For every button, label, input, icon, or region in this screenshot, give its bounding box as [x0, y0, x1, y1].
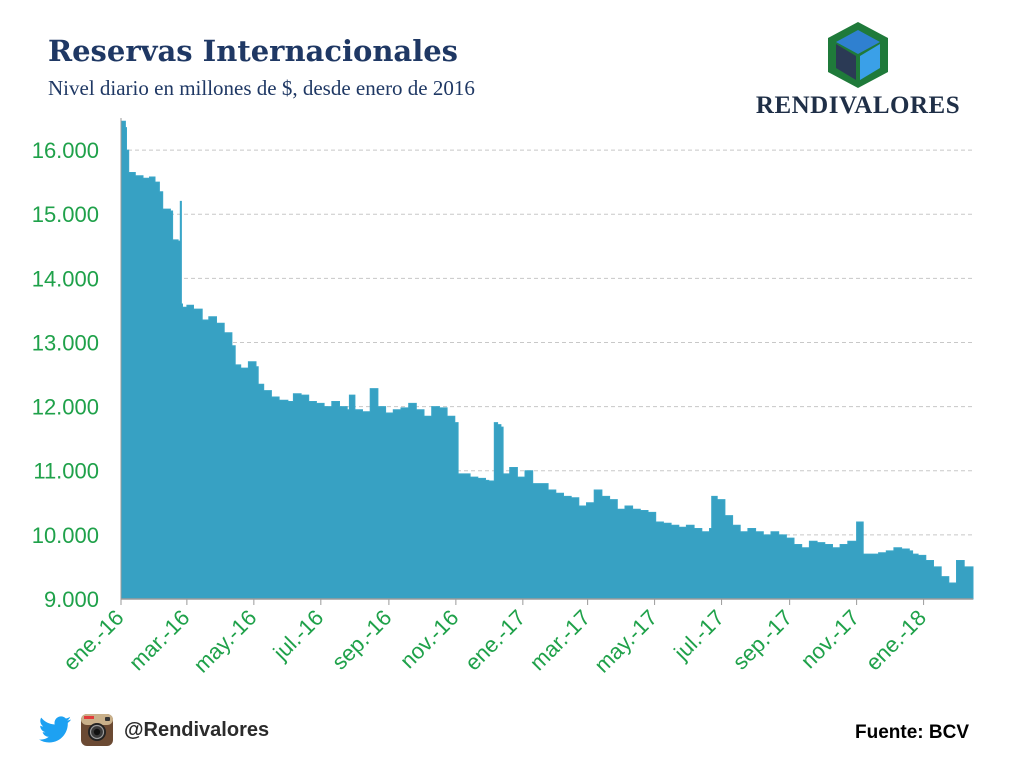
y-tick-label: 11.000 [33, 459, 99, 484]
data-source: Fuente: BCV [855, 722, 969, 743]
brand-name: RENDIVALORES [755, 92, 961, 119]
area-chart: 9.000 10.000 11.000 12.000 13.000 14.000 15.00… [32, 118, 974, 678]
y-tick-label: 13.000 [32, 330, 99, 355]
x-tick-label: sep.-17 [728, 605, 798, 675]
area-series [120, 120, 974, 600]
cube-icon [828, 22, 888, 88]
x-tick-label: mar.-16 [124, 605, 194, 675]
x-tick-label: mar.-17 [525, 605, 595, 675]
y-tick-label: 9.000 [44, 587, 99, 612]
chart-title: Reservas Internacionales [48, 34, 459, 68]
instagram-icon[interactable] [80, 713, 114, 747]
social-footer: @Rendivalores [38, 712, 269, 748]
rendivalores-logo: RENDIVALORES [746, 20, 970, 120]
social-handle[interactable]: @Rendivalores [124, 718, 270, 741]
y-tick-label: 16.000 [32, 138, 99, 163]
x-tick-label: jul.-17 [668, 605, 729, 666]
x-tick-label: ene.-17 [460, 605, 530, 675]
y-tick-label: 12.000 [32, 395, 99, 420]
chart-subtitle: Nivel diario en millones de $, desde ene… [48, 76, 475, 100]
x-tick-label: ene.-16 [58, 605, 128, 675]
y-tick-label: 15.000 [32, 202, 99, 227]
x-tick-label: nov.-17 [796, 605, 864, 673]
twitter-icon[interactable] [38, 716, 72, 744]
x-tick-label: may.-16 [189, 605, 262, 678]
x-tick-label: sep.-16 [327, 605, 397, 675]
x-tick-label: nov.-16 [395, 605, 463, 673]
x-tick-label: may.-17 [589, 605, 662, 678]
x-tick-label: jul.-16 [268, 605, 329, 666]
x-tick-label: ene.-18 [861, 605, 931, 675]
y-tick-label: 10.000 [32, 523, 99, 548]
y-tick-label: 14.000 [32, 266, 99, 291]
